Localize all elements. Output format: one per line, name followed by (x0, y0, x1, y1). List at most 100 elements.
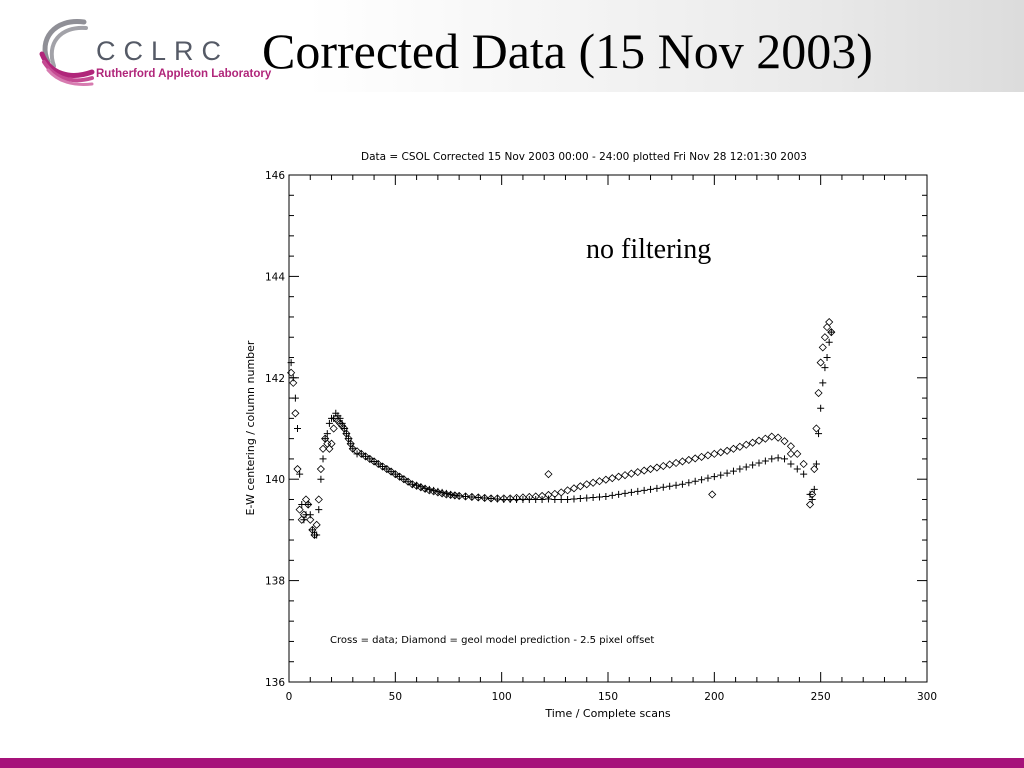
data-point-cross (819, 379, 827, 387)
y-tick-label: 140 (265, 474, 285, 486)
data-point-cross (404, 478, 412, 486)
data-point-diamond (421, 484, 430, 493)
data-point-diamond (671, 458, 681, 468)
data-point-diamond (569, 484, 579, 493)
data-point-diamond (697, 452, 706, 461)
data-point-cross (678, 480, 686, 488)
data-point-cross (294, 425, 302, 432)
data-point-diamond (312, 520, 321, 529)
y-axis-label: E-W centering / column number (244, 340, 257, 515)
data-point-diamond (314, 495, 323, 504)
data-point-cross (519, 495, 527, 503)
slide-title: Corrected Data (15 Nov 2003) (262, 23, 873, 79)
data-point-cross (319, 455, 327, 463)
data-point-diamond (295, 505, 304, 514)
data-point-diamond (557, 488, 566, 497)
y-ticks: 136 138 140 142 144 146 (265, 170, 927, 689)
data-point-diamond (480, 493, 489, 503)
data-point-cross (287, 359, 295, 367)
data-point-cross (357, 450, 365, 458)
data-point-cross (330, 414, 338, 422)
data-point-diamond (799, 459, 808, 469)
data-point-cross (621, 489, 629, 497)
data-point-cross (787, 460, 795, 468)
data-point-diamond (678, 457, 687, 466)
data-point-cross (761, 457, 769, 465)
data-point-diamond (531, 492, 540, 501)
data-point-diamond (438, 489, 447, 498)
data-point-diamond (767, 432, 776, 441)
data-point-diamond (805, 500, 815, 509)
data-point-diamond (708, 490, 717, 499)
data-point-diamond (780, 437, 789, 446)
data-point-diamond (467, 492, 476, 502)
data-point-diamond (291, 409, 300, 418)
data-point-cross (755, 459, 763, 467)
data-point-cross (821, 364, 829, 372)
x-tick-label: 250 (811, 691, 831, 703)
data-point-cross (451, 491, 459, 499)
data-point-diamond (425, 486, 434, 495)
data-point-cross (304, 501, 312, 509)
data-point-cross (400, 475, 408, 483)
data-point-diamond (729, 444, 738, 453)
data-point-diamond (325, 444, 334, 453)
y-tick-label: 142 (265, 373, 285, 385)
data-point-diamond (304, 500, 313, 509)
data-point-cross (817, 404, 825, 412)
data-point-diamond (299, 510, 308, 519)
data-point-diamond (812, 424, 821, 433)
data-point-cross (493, 495, 501, 503)
data-point-diamond (329, 424, 338, 433)
data-point-diamond (287, 368, 296, 377)
data-point-cross (704, 474, 712, 482)
data-point-diamond (735, 442, 744, 451)
data-point-cross (391, 470, 399, 478)
data-point-diamond (810, 464, 819, 474)
data-point-cross (781, 455, 789, 463)
data-point-diamond (365, 454, 374, 463)
data-point-diamond (816, 358, 825, 367)
data-point-cross (387, 468, 395, 476)
data-point-cross (462, 492, 470, 500)
data-point-cross (647, 485, 655, 493)
data-point-cross (627, 488, 635, 496)
no-filtering-annotation: no filtering (586, 234, 712, 265)
data-point-cross (717, 471, 725, 479)
data-point-cross (349, 445, 357, 453)
data-point-cross (653, 484, 661, 492)
data-point-diamond (786, 442, 795, 451)
data-point-cross (710, 473, 718, 481)
data-point-diamond (404, 477, 413, 486)
data-point-diamond (416, 483, 425, 492)
data-point-cross (685, 479, 693, 487)
data-point-diamond (620, 471, 630, 480)
series-layer (287, 317, 836, 540)
data-point-cross (383, 465, 391, 473)
data-point-cross (793, 465, 801, 473)
y-tick-label: 136 (265, 677, 285, 689)
data-point-diamond (361, 452, 370, 461)
data-point-cross (768, 455, 776, 463)
data-point-diamond (512, 493, 521, 503)
logo-wordmark: CCLRC (96, 36, 230, 66)
data-point-cross (634, 487, 642, 495)
data-point-cross (336, 414, 344, 422)
bottom-accent-bar (0, 758, 1024, 768)
data-point-cross (615, 490, 623, 498)
data-point-diamond (310, 530, 319, 540)
data-point-diamond (387, 467, 396, 476)
data-point-diamond (659, 461, 668, 471)
data-point-cross (640, 486, 648, 494)
data-point-diamond (318, 444, 328, 453)
data-point-diamond (378, 462, 387, 471)
data-point-diamond (582, 480, 591, 489)
data-point-diamond (595, 477, 604, 486)
data-point-cross (447, 490, 455, 498)
data-point-diamond (563, 486, 572, 495)
data-point-cross (345, 435, 353, 443)
x-tick-label: 150 (598, 691, 618, 703)
chart-title: Data = CSOL Corrected 15 Nov 2003 00:00 … (361, 151, 807, 163)
data-point-cross (729, 467, 737, 475)
data-point-cross (808, 495, 816, 503)
